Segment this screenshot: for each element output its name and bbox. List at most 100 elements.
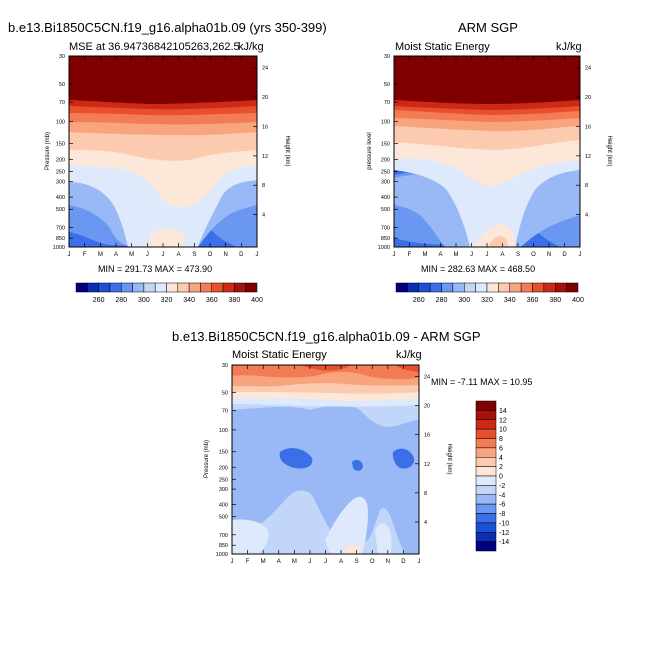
model-xtick-label-3: A <box>114 252 118 258</box>
diff-ytick-label-9: 500 <box>219 515 228 521</box>
diff-ytick-label-8: 400 <box>219 503 228 509</box>
model-xtick-label-1: F <box>83 252 87 258</box>
bottom-subtitle: Moist Static Energy <box>232 349 327 361</box>
model-xtick-label-9: O <box>208 252 213 258</box>
model-xtick-label-7: A <box>177 252 181 258</box>
fill-model-340-surface <box>150 228 185 247</box>
diff-cb-label-14: -14 <box>499 539 509 546</box>
fill-diff-minus8-b <box>392 448 415 469</box>
model-colorbar: 260 280 300 320 340 360 380 400 <box>75 282 263 304</box>
diff-cb-label-1: 12 <box>499 417 507 424</box>
difference-contour-plot: J F M A M J J A S O N D J 30 50 70 100 150 200 250 300 400 500… <box>216 363 430 565</box>
diff-cb-swatch-14 <box>475 532 497 542</box>
model-xtick-label-11: D <box>239 252 244 258</box>
diff-ytick-label-0: 30 <box>222 363 228 369</box>
model-cb-swatch-1 <box>87 282 99 293</box>
fill-diff-minus4 <box>232 405 419 554</box>
model-cb-label-0: 260 <box>93 297 105 304</box>
left-main-title: b.e13.Bi1850C5CN.f19_g16.alpha01b.09 (yr… <box>8 20 327 35</box>
model-cb-swatch-10 <box>188 282 201 293</box>
diff-cb-label-0: 14 <box>499 408 507 415</box>
obs-xtick-label-7: A <box>500 252 504 258</box>
obs-xtick-label-10: N <box>547 252 551 258</box>
model-cb-swatch-15 <box>245 282 258 293</box>
model-ytick-label-11: 850 <box>56 236 65 242</box>
obs-cb-label-6: 380 <box>549 297 561 304</box>
model-xtick-label-4: M <box>129 252 134 258</box>
obs-ytick-label-12: 1000 <box>378 245 390 251</box>
model-ytick-label-8: 400 <box>56 195 65 201</box>
diff-cb-label-4: 6 <box>499 445 503 452</box>
right-subtitle: Moist Static Energy <box>395 41 490 53</box>
bottom-units: kJ/kg <box>396 349 422 361</box>
diff-xtick-label-5: J <box>308 559 311 565</box>
fill-diff-0-a <box>232 519 269 554</box>
fill-diff-0-b <box>325 496 368 554</box>
obs-ytick-label-7: 300 <box>381 179 390 185</box>
fill-obs-400 <box>394 56 580 108</box>
right-minmax: MIN = 282.63 MAX = 468.50 <box>421 264 536 274</box>
obs-y2tick-label-1: 20 <box>585 95 591 101</box>
obs-cb-swatch-7 <box>475 282 488 293</box>
diff-xtick-label-0: J <box>231 559 234 565</box>
obs-xtick-label-3: A <box>438 252 442 258</box>
model-cb-swatch-11 <box>200 282 212 293</box>
right-units: kJ/kg <box>556 41 582 53</box>
diff-y2tick-label-0: 24 <box>424 375 430 381</box>
diff-ytick-label-2: 70 <box>222 409 228 415</box>
diff-ytick-label-5: 200 <box>219 465 228 471</box>
diff-xtick-label-8: S <box>355 559 359 565</box>
diff-cb-label-9: -4 <box>499 492 505 499</box>
obs-ytick-label-3: 100 <box>381 120 390 126</box>
diff-xtick-label-4: M <box>292 559 297 565</box>
diff-cb-label-12: -10 <box>499 520 509 527</box>
diff-xtick-label-12: J <box>418 559 421 565</box>
fill-obs-330 <box>394 150 580 247</box>
diff-ytick-label-3: 100 <box>219 428 228 434</box>
diff-cb-label-3: 8 <box>499 436 503 443</box>
diff-cb-swatch-6 <box>475 457 497 467</box>
diff-cb-label-5: 4 <box>499 455 503 462</box>
fill-diff-0-c <box>375 523 392 554</box>
difference-colorbar: 14 12 10 8 6 4 2 0 -2 -4 -6 -8 -10 -12 -14 <box>475 400 509 552</box>
obs-ytick-label-1: 50 <box>384 82 390 88</box>
obs-cb-label-5: 360 <box>527 297 539 304</box>
obs-cb-swatch-12 <box>532 282 545 293</box>
diff-xtick-label-1: F <box>246 559 250 565</box>
obs-ytick-label-6: 250 <box>381 169 390 175</box>
model-ytick-label-4: 150 <box>56 142 65 148</box>
obs-cb-swatch-11 <box>520 282 533 293</box>
diff-cb-swatch-3 <box>475 428 497 439</box>
obs-cb-label-4: 340 <box>504 297 516 304</box>
fill-diff-minus8-a <box>279 448 313 469</box>
model-xtick-label-10: N <box>223 252 227 258</box>
diff-cb-swatch-15 <box>475 541 497 552</box>
obs-cb-label-2: 300 <box>458 297 470 304</box>
obs-cb-swatch-2 <box>418 282 431 293</box>
obs-xtick-label-1: F <box>408 252 412 258</box>
obs-xtick-label-2: M <box>423 252 428 258</box>
diff-cb-swatch-5 <box>475 447 497 458</box>
model-cb-swatch-9 <box>177 282 190 293</box>
obs-ytick-label-11: 850 <box>381 236 390 242</box>
bottom-minmax: MIN = -7.11 MAX = 10.95 <box>431 377 533 387</box>
obs-cb-swatch-4 <box>441 282 454 293</box>
bottom-ylabel: Pressure (mb) <box>204 440 210 478</box>
right-ylabel: pressure level <box>367 132 373 169</box>
diff-cb-swatch-9 <box>475 485 497 495</box>
model-ytick-label-9: 500 <box>56 207 65 213</box>
obs-cb-swatch-13 <box>543 282 556 293</box>
obs-cb-swatch-14 <box>555 282 567 293</box>
diff-xtick-label-2: M <box>261 559 266 565</box>
obs-ytick-label-9: 500 <box>381 207 390 213</box>
model-xtick-label-0: J <box>68 252 71 258</box>
model-cb-label-5: 360 <box>206 297 218 304</box>
diff-cb-swatch-10 <box>475 494 497 505</box>
obs-cb-label-3: 320 <box>481 297 493 304</box>
obs-cb-swatch-6 <box>464 282 476 293</box>
obs-contour-plot: J F M A M J J A S O N D J 30 50 70 100 150 200 250 300 400 500… <box>378 54 591 258</box>
model-ytick-label-5: 200 <box>56 157 65 163</box>
left-subtitle: MSE at 36.94736842105263,262.5 <box>69 41 240 53</box>
diff-cb-label-2: 10 <box>499 427 507 434</box>
model-cb-label-7: 400 <box>251 297 263 304</box>
